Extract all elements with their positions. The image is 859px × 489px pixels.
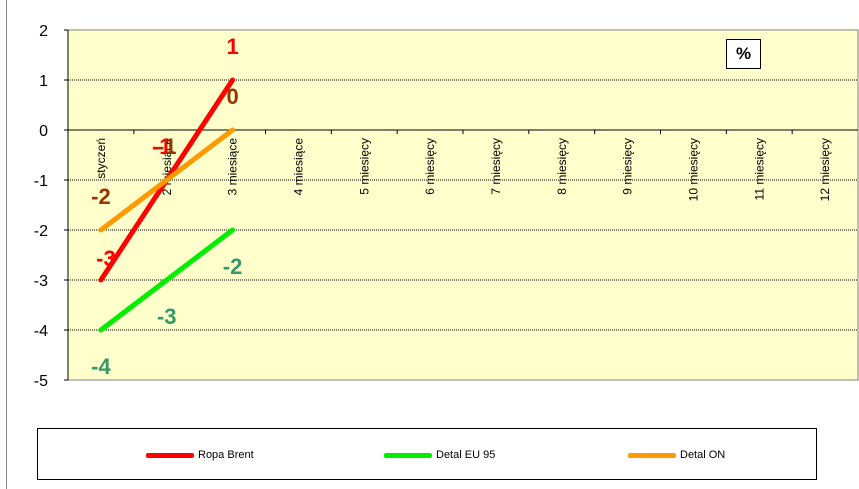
x-tick-label: 10 miesięcy: [686, 138, 700, 201]
plot-area: [67, 29, 859, 381]
x-tick-label: 5 miesięcy: [357, 138, 371, 195]
series-line-2: [98, 127, 236, 233]
y-tick-label: -3: [34, 273, 48, 290]
unit-label: %: [735, 44, 752, 63]
data-label: 0: [226, 84, 238, 109]
legend-label-detal-eu95: Detal EU 95: [436, 449, 496, 461]
data-label: -1: [157, 134, 177, 159]
y-tick-label: -1: [34, 173, 48, 190]
line-chart: 210-1-2-3-4-5 styczeń 2 miesiące 3 miesiąc…: [34, 23, 859, 390]
series-line-1: [98, 227, 236, 333]
x-axis: styczeń 2 miesiące 3 miesiące 4 miesiące 5 m…: [67, 129, 858, 201]
data-label: -1: [152, 134, 172, 159]
page-left-border: [6, 0, 7, 489]
y-tick-label: -5: [34, 373, 48, 390]
legend-item-detal-on: Detal ON: [628, 445, 725, 465]
y-axis: 2 1 0 -1 -2 -3 -4 -5: [34, 23, 69, 390]
x-tick-label: 6 miesięcy: [423, 138, 437, 195]
x-tick-label: 12 miesięcy: [818, 138, 832, 201]
data-label: -4: [91, 354, 111, 379]
series-lines: [98, 77, 236, 333]
data-label: -2: [91, 184, 111, 209]
data-labels: -3 -1 1 -4 -3 -2 -2 -1 0: [91, 34, 242, 379]
x-tick-label: 4 miesiące: [291, 138, 305, 196]
x-tick-label: 8 miesięcy: [555, 138, 569, 195]
legend-swatch-detal-eu95: [384, 452, 432, 458]
x-tick-label: 9 miesięcy: [621, 138, 635, 195]
data-label: 1: [226, 34, 238, 59]
data-label: -2: [223, 254, 243, 279]
y-tick-label: 0: [39, 123, 48, 140]
legend-item-detal-eu95: Detal EU 95: [384, 445, 495, 465]
unit-label-box: %: [726, 39, 761, 69]
legend-label-ropa-brent: Ropa Brent: [198, 449, 254, 461]
data-label: -3: [96, 246, 116, 271]
x-tick-label: 11 miesięcy: [752, 138, 766, 200]
x-tick-label: 7 miesięcy: [489, 138, 503, 195]
y-tick-label: 1: [39, 73, 48, 90]
data-label: -3: [157, 304, 177, 329]
y-tick-label: -2: [34, 223, 48, 240]
y-tick-label: 2: [39, 23, 48, 40]
legend-label-detal-on: Detal ON: [680, 449, 726, 461]
legend: Ropa Brent Detal EU 95 Detal ON: [37, 428, 817, 480]
legend-item-ropa-brent: Ropa Brent: [146, 445, 254, 465]
y-tick-label: -4: [34, 323, 48, 340]
legend-swatch-ropa-brent: [146, 452, 194, 458]
legend-swatch-detal-on: [628, 452, 676, 458]
x-tick-label: styczeń: [94, 138, 108, 179]
x-tick-label: 3 miesiące: [226, 138, 240, 196]
